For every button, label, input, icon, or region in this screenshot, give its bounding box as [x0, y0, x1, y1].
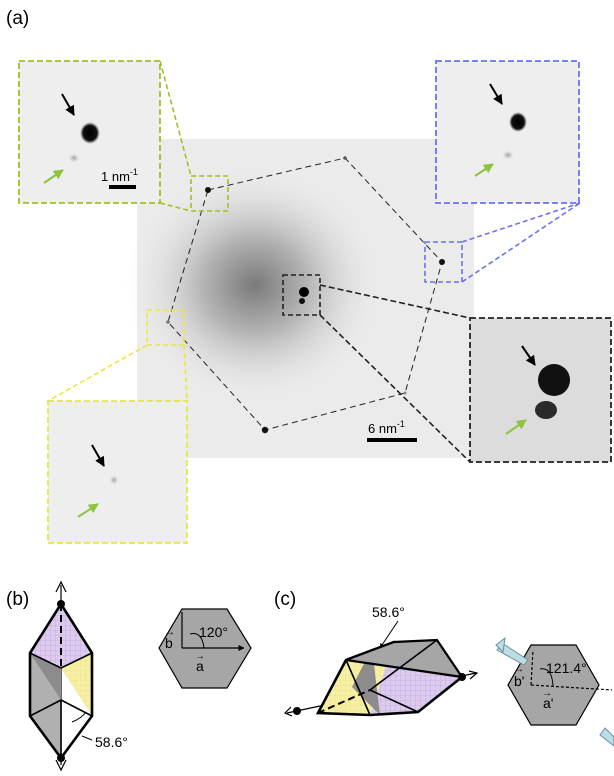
panel-a-label: (a) — [6, 8, 29, 29]
connector-black — [319, 314, 471, 463]
satellite-spot — [502, 150, 514, 160]
satellite-spot — [68, 153, 80, 163]
connector-black — [319, 284, 471, 319]
angle-label-hex: 121.4° — [546, 660, 587, 676]
face-purple — [30, 604, 61, 668]
face-grey — [30, 653, 61, 758]
central-beam — [299, 287, 309, 297]
edge — [369, 689, 419, 713]
blue-arrowhead-icon — [495, 636, 506, 654]
vector-b-label: b — [165, 635, 173, 651]
vertex-dot — [57, 600, 65, 608]
main-scale-label: 6 nm-1 — [368, 419, 405, 436]
edge — [345, 659, 371, 716]
connector-green — [159, 202, 192, 212]
inset-frame — [469, 317, 612, 463]
edge — [369, 639, 438, 691]
vector-b-hat-icon: → — [514, 664, 524, 675]
rhombohedron-b: 58.6° — [28, 580, 128, 772]
panel-b-label: (b) — [6, 589, 29, 610]
reflection-spot — [205, 187, 211, 193]
inset-blue — [435, 60, 580, 204]
satellite-spot — [535, 401, 557, 419]
inset-black — [469, 317, 612, 463]
face-purple — [61, 604, 92, 668]
angle-arc — [71, 711, 87, 723]
edge — [60, 699, 93, 717]
angle-label-edge: 58.6° — [95, 734, 128, 750]
arrow-icon — [505, 419, 527, 435]
vector-b-label: b' — [514, 673, 524, 689]
inset-scale-bar — [109, 185, 136, 189]
diffraction-spot — [509, 112, 527, 132]
panel-a: (a) 6 nm-1 — [6, 8, 612, 544]
arrow-icon — [77, 503, 99, 518]
arrow-left-icon — [283, 706, 293, 717]
arrow-icon — [474, 163, 494, 177]
diffraction-spot — [80, 122, 100, 144]
connector-blue — [461, 202, 581, 243]
leader-arrow — [379, 620, 399, 649]
inset-frame — [435, 60, 580, 204]
angle-label-hex: 120° — [199, 624, 228, 640]
vector-a-hat-icon: → — [542, 688, 552, 699]
edge — [29, 699, 62, 717]
connector-yellow — [183, 344, 188, 402]
blue-arrow-icon — [599, 727, 614, 747]
arrow-icon — [521, 345, 536, 366]
arrow-icon — [61, 93, 75, 116]
leader-line — [81, 735, 93, 741]
region-box-yellow — [146, 309, 185, 346]
vertex-dot — [57, 754, 65, 762]
region-box-black — [282, 274, 321, 316]
hexagon — [507, 644, 600, 726]
connector-blue — [461, 202, 581, 283]
central-spot — [538, 364, 570, 396]
arrow-icon — [489, 83, 503, 105]
inset-frame — [47, 400, 188, 544]
panel-b: (b) 58.6° — [6, 580, 252, 772]
hexagon-b: 120° b → a → — [158, 608, 252, 689]
inset-scale-label: 1 nm-1 — [101, 167, 138, 184]
reflection-spot — [439, 259, 445, 265]
inset-green: 1 nm-1 — [18, 60, 161, 204]
diffraction-pattern: 6 nm-1 — [125, 139, 474, 458]
vector-b-hat-icon: → — [165, 627, 175, 638]
vector-b-line — [530, 649, 534, 686]
central-beam-satellite — [299, 298, 305, 304]
arrow-icon — [43, 169, 64, 184]
arrow-icon — [91, 444, 105, 467]
inset-yellow — [47, 400, 188, 544]
vector-a-arrow — [530, 684, 613, 691]
edge — [29, 652, 62, 669]
region-box-green — [190, 175, 229, 212]
angle-arc — [539, 668, 554, 687]
hexagon-c: 121.4° b' → a' → — [495, 636, 614, 747]
arrow-up-icon — [55, 580, 67, 593]
connector-green — [159, 60, 192, 177]
region-box-blue — [424, 241, 463, 283]
vector-a-label: a — [196, 658, 204, 674]
reflection-spot — [403, 391, 407, 395]
connector-yellow — [47, 344, 148, 402]
vector-a-label: a' — [543, 695, 553, 711]
vector-a-hat-icon: → — [195, 651, 205, 662]
main-scale-bar — [367, 438, 417, 442]
reflection-spot — [261, 426, 269, 434]
vertex-dot — [293, 707, 301, 715]
reflection-spot — [343, 156, 347, 160]
diffraction-spot — [109, 475, 119, 485]
vertex-dot — [458, 673, 466, 681]
angle-arc — [189, 633, 205, 649]
reflection-spot — [166, 320, 170, 324]
diffuse-halo — [125, 165, 385, 405]
rhombohedron-c: 58.6° — [283, 604, 479, 717]
panel-c: (c) 58.6° — [274, 589, 614, 747]
arrow-down-icon — [55, 759, 67, 772]
arrow-right-icon — [468, 670, 479, 680]
panel-c-label: (c) — [274, 589, 296, 610]
angle-label-top: 58.6° — [372, 604, 405, 620]
edge — [60, 652, 93, 669]
